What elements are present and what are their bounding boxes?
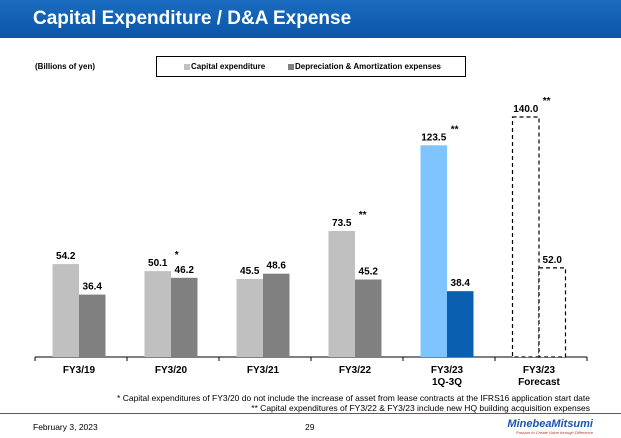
legend-item-capex: Capital expenditure (184, 62, 265, 71)
date: February 3, 2023 (33, 422, 98, 432)
x-tick-label: FY3/23 (523, 365, 556, 376)
data-label: 123.5 (421, 132, 446, 143)
legend-item-da: Depreciation & Amortization expenses (288, 62, 441, 71)
bar-chart: 54.2 36.4 FY3/19 50.1 * 46.2 FY3/20 45.5 48.6 FY3… (34, 96, 588, 388)
bar-da (355, 279, 382, 357)
footnote-2: ** Capital expenditures of FY3/22 & FY3/… (251, 403, 590, 413)
data-label: 45.2 (359, 267, 379, 278)
bar-da (538, 267, 567, 358)
data-label: 50.1 (148, 258, 168, 269)
bar-da (447, 291, 474, 357)
page-title: Capital Expenditure / D&A Expense (33, 8, 352, 29)
x-tick-label: FY3/21 (247, 365, 280, 376)
annotation: * (175, 250, 179, 261)
divider (0, 413, 621, 414)
data-label: 52.0 (543, 255, 563, 266)
data-label: 36.4 (83, 282, 103, 293)
bar-capex (511, 116, 540, 358)
footnote-1: * Capital expenditures of FY3/20 do not … (117, 393, 590, 403)
annotation: ** (543, 96, 551, 107)
bar-capex (328, 231, 355, 357)
legend: Capital expenditure Depreciation & Amort… (156, 56, 466, 77)
page-number: 29 (305, 422, 315, 432)
x-tick-label: Forecast (518, 377, 560, 388)
x-tick-label: FY3/23 (431, 365, 464, 376)
logo: MinebeaMitsumi Passion to Create Value t… (507, 418, 593, 435)
data-label: 140.0 (513, 104, 538, 115)
legend-swatch (184, 63, 190, 70)
bar-da (79, 294, 106, 357)
bar-da (263, 273, 290, 357)
title-bar: Capital Expenditure / D&A Expense (0, 0, 621, 38)
annotation: ** (359, 210, 367, 221)
data-label: 54.2 (56, 251, 76, 262)
x-tick-label: FY3/19 (63, 365, 96, 376)
legend-label: Capital expenditure (191, 62, 266, 71)
data-label: 46.2 (175, 265, 195, 276)
bar-capex (144, 271, 171, 357)
bar-capex (420, 145, 447, 357)
logo-tagline: Passion to Create Value through Differen… (515, 430, 593, 435)
bar-da (171, 277, 198, 357)
legend-label: Depreciation & Amortization expenses (295, 62, 441, 71)
x-tick-label: FY3/20 (155, 365, 188, 376)
data-label: 38.4 (451, 278, 471, 289)
data-label: 48.6 (267, 261, 287, 272)
data-label: 45.5 (240, 266, 260, 277)
legend-swatch (288, 63, 294, 70)
data-label: 73.5 (332, 218, 352, 229)
unit-label: (Billions of yen) (35, 62, 95, 71)
x-tick-label: 1Q-3Q (432, 377, 462, 388)
bar-capex (236, 279, 263, 357)
bar-capex (52, 264, 79, 357)
x-tick-label: FY3/22 (339, 365, 372, 376)
logo-text: MinebeaMitsumi (507, 418, 593, 430)
annotation: ** (451, 124, 459, 135)
